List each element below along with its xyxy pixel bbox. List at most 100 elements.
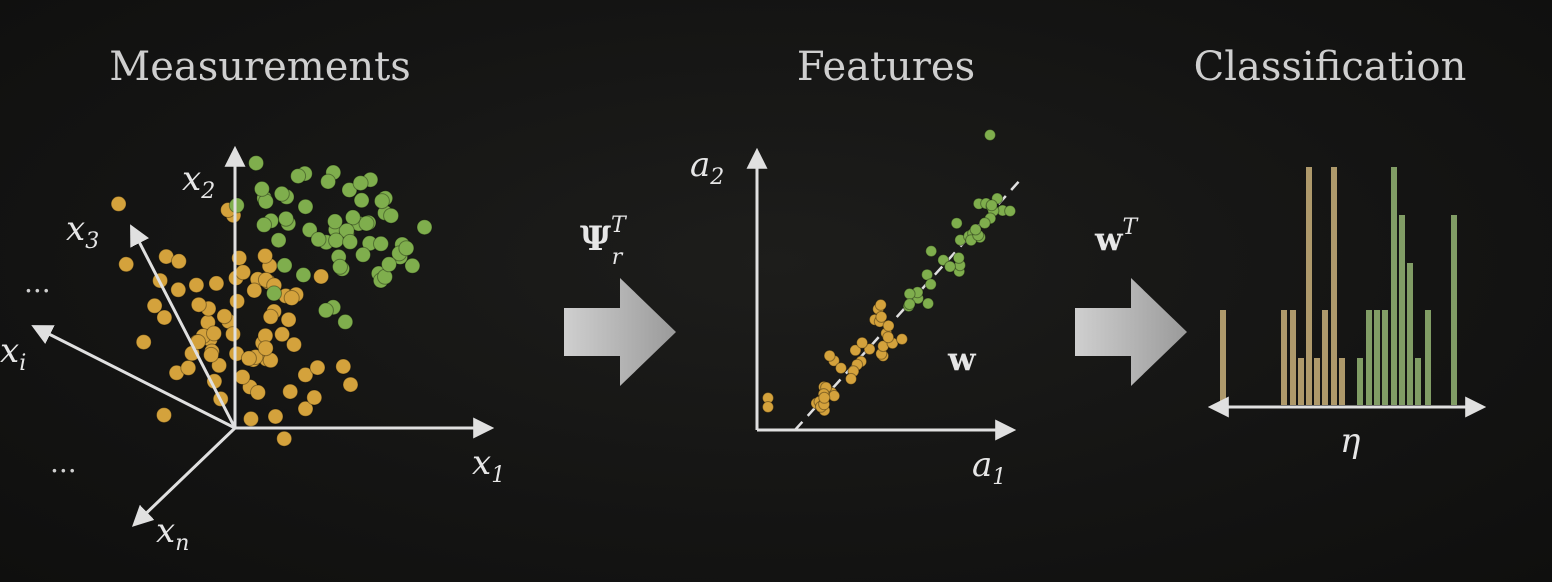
class-a-point bbox=[762, 401, 774, 413]
class-a-point bbox=[240, 350, 257, 367]
class-b-point bbox=[903, 298, 916, 311]
class-a-point bbox=[190, 296, 207, 313]
class-b-point bbox=[903, 287, 916, 300]
class-a-point bbox=[283, 290, 300, 306]
class-a-point bbox=[309, 359, 326, 376]
class-a-point bbox=[280, 311, 297, 328]
class-a-point bbox=[243, 410, 259, 427]
class-a-point bbox=[276, 430, 293, 447]
class-b-point bbox=[273, 185, 290, 202]
class-b-point bbox=[355, 246, 371, 263]
class-a-point bbox=[896, 333, 908, 346]
class-a-point bbox=[313, 268, 330, 285]
vector-w-label: w bbox=[947, 340, 977, 378]
class-a-point bbox=[828, 389, 841, 402]
class-a-point bbox=[297, 366, 314, 383]
measurements-title: Measurements bbox=[109, 44, 411, 90]
class-b-point bbox=[344, 209, 361, 226]
class-b-point bbox=[373, 235, 389, 252]
class-a-point bbox=[306, 389, 323, 406]
histogram-bars bbox=[1220, 167, 1457, 405]
class-b-point bbox=[253, 180, 270, 197]
histogram-bar bbox=[1374, 310, 1380, 405]
class-a-point bbox=[216, 308, 233, 325]
psi-transform-label: ΨT r bbox=[580, 213, 628, 270]
class-a-point bbox=[156, 309, 173, 326]
class-b-point bbox=[297, 198, 314, 215]
class-b-point bbox=[341, 182, 358, 198]
class-b-point bbox=[969, 223, 982, 236]
class-a-point bbox=[118, 256, 135, 273]
class-a-point bbox=[262, 308, 279, 325]
class-b-point bbox=[327, 213, 343, 230]
axis-xn-arrow bbox=[131, 426, 237, 527]
class-b-point bbox=[342, 233, 359, 250]
w-transform-label: wT bbox=[1094, 215, 1140, 258]
class-b-point bbox=[944, 260, 956, 273]
class-a-point bbox=[875, 310, 888, 323]
histogram-bar bbox=[1339, 358, 1345, 405]
class-b-point bbox=[266, 285, 282, 302]
axis-x2-label: x2 bbox=[182, 159, 215, 204]
histogram-bar bbox=[1357, 358, 1363, 405]
measurements-scatter bbox=[110, 155, 433, 447]
class-a-point bbox=[845, 372, 857, 385]
class-b-point bbox=[332, 258, 348, 275]
class-b-point bbox=[373, 193, 390, 210]
class-b-point bbox=[295, 267, 312, 283]
class-a-point bbox=[257, 340, 274, 357]
class-a-point bbox=[170, 281, 187, 298]
axis-xi-arrow bbox=[31, 325, 236, 430]
features-scatter bbox=[762, 129, 1017, 417]
class-b-point bbox=[352, 175, 369, 192]
axis-xn-label: xn bbox=[156, 511, 189, 556]
class-b-point bbox=[276, 257, 293, 274]
class-b-point bbox=[1004, 205, 1017, 217]
class-b-point bbox=[353, 192, 370, 209]
class-a-point bbox=[211, 357, 228, 374]
class-a-point bbox=[882, 319, 895, 332]
block-arrow-icon bbox=[1075, 278, 1187, 386]
histogram-bar bbox=[1382, 310, 1388, 405]
class-b-point bbox=[924, 278, 937, 291]
class-a-point bbox=[170, 253, 187, 270]
axis-a2-label: a2 bbox=[690, 145, 724, 190]
class-b-point bbox=[256, 216, 272, 233]
class-b-point bbox=[320, 173, 337, 190]
class-b-point bbox=[925, 245, 938, 258]
class-a-point bbox=[849, 344, 862, 357]
classification-title: Classification bbox=[1194, 44, 1467, 90]
axis-xi-label: xi bbox=[0, 331, 26, 376]
histogram-bar bbox=[1425, 310, 1431, 405]
class-b-point bbox=[985, 199, 998, 212]
class-a-point bbox=[235, 264, 252, 281]
class-a-point bbox=[188, 277, 205, 294]
axis-a1-label: a1 bbox=[972, 445, 1006, 490]
class-a-point bbox=[342, 376, 359, 393]
histogram-bar bbox=[1331, 167, 1337, 405]
class-a-point bbox=[246, 282, 263, 299]
class-a-point bbox=[267, 408, 284, 425]
class-a-point bbox=[835, 362, 847, 375]
ellipsis-lower: ... bbox=[50, 446, 77, 479]
histogram-bar bbox=[1290, 310, 1296, 405]
class-a-point bbox=[286, 336, 302, 353]
histogram-bar bbox=[1298, 358, 1304, 405]
class-a-point bbox=[297, 400, 314, 417]
histogram-bar bbox=[1415, 358, 1421, 405]
histogram-bar bbox=[1366, 310, 1372, 405]
classification-panel: η bbox=[1207, 167, 1487, 461]
class-b-point bbox=[317, 302, 334, 319]
class-b-point bbox=[978, 217, 991, 230]
class-a-point bbox=[234, 369, 251, 385]
class-a-point bbox=[110, 195, 127, 212]
transform-arrow-w: wT bbox=[1075, 215, 1187, 386]
ellipsis-upper: ... bbox=[24, 266, 51, 299]
class-a-point bbox=[335, 358, 352, 375]
class-b-point bbox=[270, 232, 287, 249]
histogram-bar bbox=[1220, 310, 1226, 405]
class-a-point bbox=[823, 349, 836, 362]
measurements-axes bbox=[31, 145, 495, 527]
class-b-point bbox=[383, 207, 400, 224]
features-panel: a1 a2 w bbox=[690, 129, 1023, 490]
